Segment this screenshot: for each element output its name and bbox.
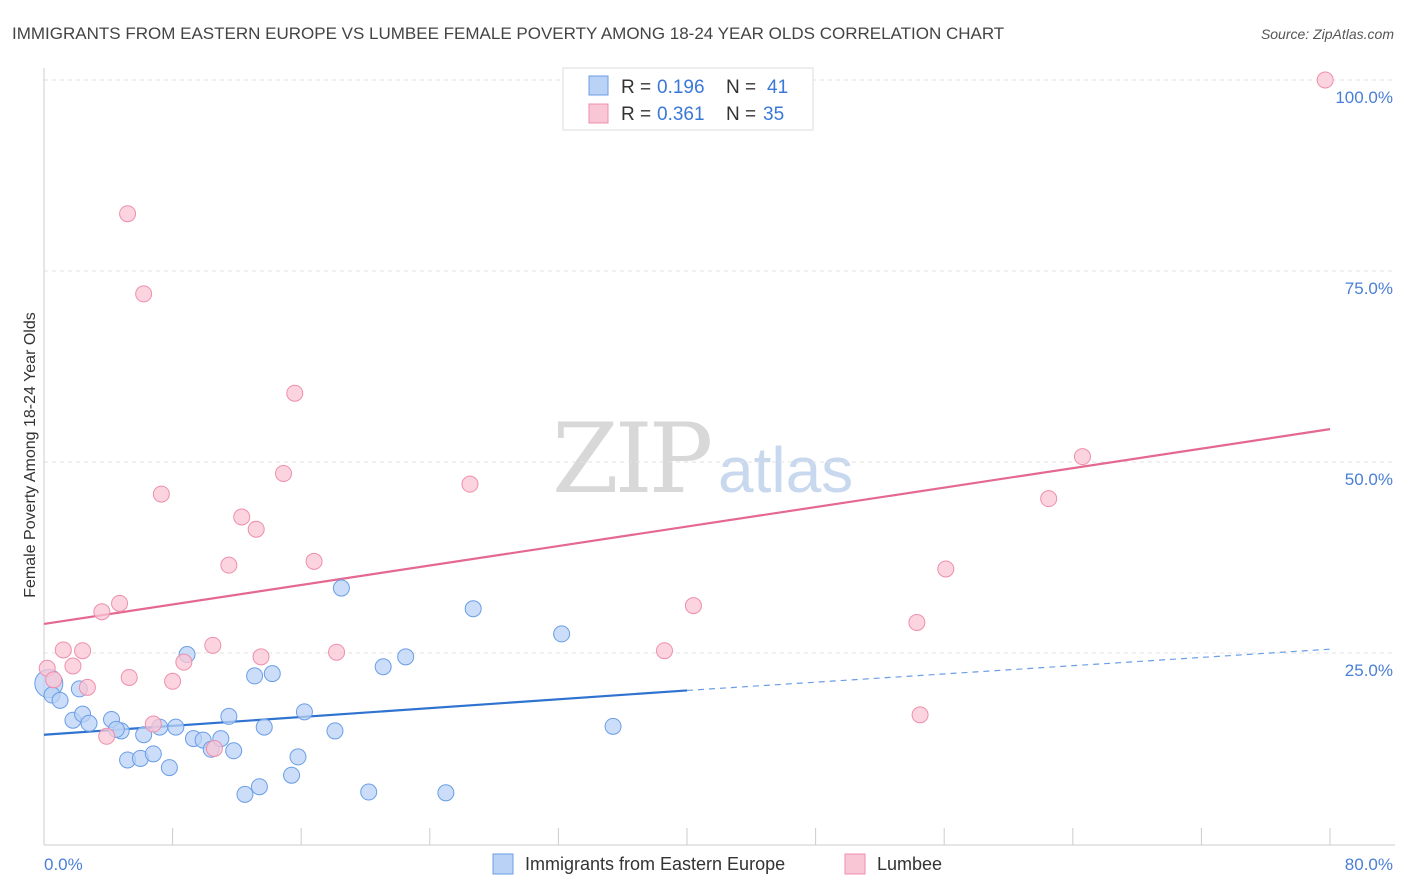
trend-line-lumbee (43, 428, 1331, 626)
x-tick-labels: 0.0% 80.0% (44, 855, 1393, 874)
data-point-eastern-europe (51, 691, 69, 709)
data-point-lumbee (111, 594, 129, 612)
y-tick-labels: 100.0% 75.0% 50.0% 25.0% (1335, 88, 1393, 680)
trend-line-eastern-europe-extension (686, 648, 1331, 692)
data-point-lumbee (78, 678, 96, 696)
data-point-lumbee (119, 205, 137, 223)
data-point-eastern-europe (167, 718, 185, 736)
legend-r-value-2: 0.361 (657, 104, 705, 125)
data-point-lumbee (164, 672, 182, 690)
legend-n-label-2: N = (726, 104, 756, 125)
chart-title: IMMIGRANTS FROM EASTERN EUROPE VS LUMBEE… (12, 24, 1004, 43)
data-point-lumbee (205, 740, 223, 757)
data-point-lumbee (220, 556, 238, 574)
data-point-eastern-europe (437, 784, 455, 802)
y-tick-label: 50.0% (1345, 470, 1393, 489)
data-point-lumbee (908, 613, 926, 631)
data-point-lumbee (45, 671, 63, 689)
data-point-eastern-europe (236, 785, 254, 803)
data-point-eastern-europe (263, 665, 281, 683)
zipatlas-watermark: ZIP atlas (552, 403, 853, 515)
legend-swatch-lumbee (588, 103, 609, 124)
grid-lines (44, 79, 1395, 654)
watermark-zip-text: ZIP (552, 403, 711, 515)
series-legend-label-eastern-europe: Immigrants from Eastern Europe (525, 854, 785, 874)
data-point-eastern-europe (80, 714, 98, 732)
data-point-lumbee (328, 643, 346, 661)
data-point-eastern-europe (332, 579, 350, 597)
legend-n-value-1: 41 (767, 77, 788, 98)
data-point-lumbee (461, 475, 479, 493)
data-point-lumbee (120, 668, 138, 686)
data-point-eastern-europe (553, 625, 571, 643)
series-legend: Immigrants from Eastern Europe Lumbee (492, 853, 942, 875)
y-tick-label: 25.0% (1345, 661, 1393, 680)
data-point-eastern-europe (135, 726, 153, 744)
data-point-lumbee (1073, 448, 1091, 466)
data-point-eastern-europe (250, 778, 268, 796)
watermark-atlas-text: atlas (718, 434, 853, 506)
data-point-lumbee (252, 648, 270, 666)
data-point-eastern-europe (374, 658, 392, 676)
y-axis-title: Female Poverty Among 18-24 Year Olds (22, 312, 39, 598)
data-point-lumbee (175, 653, 193, 671)
legend-n-value-2: 35 (763, 104, 784, 125)
series-legend-swatch-lumbee (844, 853, 866, 875)
data-point-lumbee (655, 642, 673, 660)
series-legend-label-lumbee: Lumbee (877, 854, 942, 874)
data-point-lumbee (247, 520, 265, 538)
legend-r-label-1: R = (621, 77, 651, 98)
chart-source: Source: ZipAtlas.com (1261, 26, 1394, 42)
y-tick-label: 100.0% (1335, 88, 1393, 107)
legend-swatch-eastern-europe (588, 75, 609, 96)
data-point-lumbee (93, 603, 111, 621)
data-point-lumbee (286, 384, 304, 402)
data-point-eastern-europe (255, 718, 273, 736)
data-point-eastern-europe (246, 667, 264, 685)
data-point-lumbee (684, 597, 702, 615)
data-point-eastern-europe (144, 745, 162, 763)
legend-r-value-1: 0.196 (657, 77, 705, 98)
legend-r-label-2: R = (621, 104, 651, 125)
data-point-eastern-europe (295, 703, 313, 721)
data-point-eastern-europe (360, 783, 378, 801)
data-point-eastern-europe (397, 648, 415, 666)
data-point-eastern-europe (283, 766, 301, 784)
data-point-lumbee (204, 636, 222, 654)
data-point-lumbee (1316, 71, 1334, 89)
data-point-eastern-europe (220, 707, 238, 725)
data-point-eastern-europe (326, 722, 344, 740)
data-point-eastern-europe (225, 742, 243, 760)
data-point-lumbee (305, 552, 323, 570)
data-point-eastern-europe (160, 759, 178, 777)
data-point-lumbee (135, 285, 153, 303)
data-point-lumbee (74, 642, 92, 660)
data-point-lumbee (911, 706, 929, 724)
scatter-points (34, 71, 1334, 803)
correlation-legend: R = 0.196 N = 41 R = 0.361 N = 35 (562, 67, 814, 131)
data-point-lumbee (937, 560, 955, 578)
data-point-lumbee (152, 485, 170, 503)
data-point-eastern-europe (464, 600, 482, 618)
x-tick-label: 80.0% (1345, 855, 1393, 874)
y-tick-label: 75.0% (1345, 279, 1393, 298)
data-point-lumbee (275, 464, 293, 482)
data-point-lumbee (144, 715, 162, 733)
data-point-lumbee (233, 508, 251, 526)
data-point-lumbee (64, 657, 82, 675)
data-point-lumbee (1040, 490, 1058, 508)
legend-n-label-1: N = (726, 77, 756, 98)
data-point-lumbee (54, 641, 72, 659)
series-legend-swatch-eastern-europe (492, 853, 514, 875)
data-point-lumbee (98, 727, 116, 745)
x-tick-label: 0.0% (44, 855, 83, 874)
data-point-eastern-europe (604, 717, 622, 735)
axes (43, 68, 1395, 846)
data-point-eastern-europe (289, 748, 307, 766)
